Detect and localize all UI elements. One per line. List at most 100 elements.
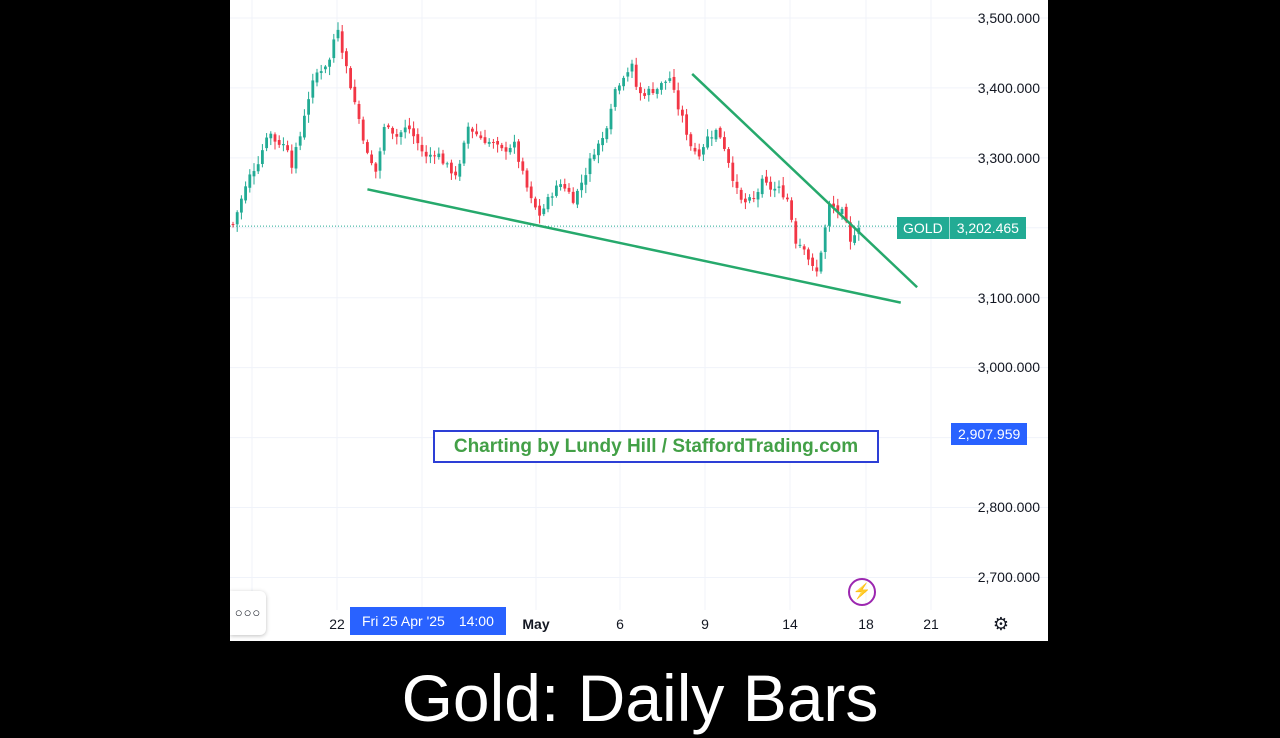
candle-body — [378, 151, 382, 171]
candle-body — [706, 136, 709, 148]
y-tick-3400: 3,400.000 — [977, 80, 1040, 96]
candle-body — [773, 188, 777, 191]
video-caption: Gold: Daily Bars — [401, 661, 879, 735]
candle-body — [571, 191, 575, 203]
chart-panel[interactable]: 3,500.000 3,400.000 3,300.000 3,100.000 … — [230, 0, 1048, 641]
candle-body — [840, 208, 844, 215]
candle-body — [374, 163, 378, 172]
candle-body — [794, 221, 798, 244]
candle-body — [714, 129, 718, 140]
y-tick-2800: 2,800.000 — [977, 499, 1040, 515]
candle-body — [760, 178, 764, 195]
candle-body — [513, 141, 516, 148]
x-tick-22: 22 — [329, 616, 345, 632]
candle-body — [832, 203, 835, 207]
candle-body — [668, 78, 672, 81]
candle-body — [277, 140, 281, 145]
candle-body — [441, 153, 445, 164]
candle-body — [559, 184, 562, 188]
candle-body — [349, 68, 352, 89]
candle-body — [290, 150, 294, 168]
candle-body — [739, 189, 743, 200]
candle-body — [844, 206, 848, 222]
candle-body — [332, 39, 336, 59]
candle-body — [550, 196, 554, 198]
candle-body — [647, 88, 651, 96]
candle-body — [324, 66, 327, 70]
candle-body — [298, 136, 302, 146]
last-price-value: 3,202.465 — [956, 220, 1019, 236]
candle-body — [294, 147, 298, 169]
candle-body — [525, 170, 529, 188]
crosshair-date: Fri 25 Apr '25 — [362, 613, 445, 629]
candle-body — [319, 71, 323, 73]
candle-body — [576, 190, 579, 205]
candle-body — [823, 227, 827, 252]
x-tick-9: 9 — [701, 616, 709, 632]
x-tick-21: 21 — [923, 616, 939, 632]
candle-body — [660, 83, 663, 90]
candle-body — [487, 141, 491, 144]
candle-body — [853, 235, 856, 243]
gear-icon[interactable]: ⚙ — [992, 614, 1010, 634]
candle-body — [727, 149, 730, 163]
candle-body — [849, 222, 852, 242]
candle-body — [681, 109, 684, 116]
candle-body — [466, 126, 470, 144]
x-tick-14: 14 — [782, 616, 798, 632]
candle-body — [504, 147, 508, 152]
x-tick-may: May — [522, 616, 550, 632]
candle-body — [672, 76, 676, 90]
candle-body — [303, 115, 306, 138]
x-tick-6: 6 — [616, 616, 624, 632]
trendline-support — [367, 188, 902, 304]
candle-body — [437, 153, 441, 158]
candle-body — [811, 257, 814, 266]
candle-body — [420, 144, 424, 152]
candle-body — [521, 161, 525, 171]
crosshair-date-tag: Fri 25 Apr '25 14:00 — [350, 607, 506, 635]
candle-body — [769, 181, 772, 190]
candle-body — [580, 182, 583, 191]
candle-body — [567, 187, 571, 192]
candle-body — [235, 212, 239, 225]
candle-body — [273, 134, 277, 142]
candle-body — [735, 181, 739, 188]
crosshair-price-tag: 2,907.959 — [951, 423, 1028, 445]
candle-body — [387, 125, 390, 128]
candle-body — [693, 147, 697, 152]
candle-body — [382, 127, 386, 151]
candle-body — [546, 197, 550, 210]
candle-body — [517, 141, 520, 162]
candle-body — [433, 155, 436, 157]
candle-body — [244, 186, 247, 201]
y-tick-3500: 3,500.000 — [977, 10, 1040, 26]
candle-body — [802, 246, 806, 250]
candle-body — [231, 224, 235, 226]
lightning-icon[interactable]: ⚡ — [848, 578, 876, 606]
candle-body — [357, 104, 361, 120]
candle-body — [395, 134, 399, 137]
candle-body — [777, 186, 781, 188]
candle-body — [798, 244, 802, 246]
candle-body — [718, 127, 722, 138]
candle-body — [340, 31, 344, 53]
more-dots-icon[interactable]: ○○○ — [230, 591, 266, 635]
chart-plot[interactable] — [230, 0, 1048, 641]
candle-body — [529, 186, 533, 199]
candle-body — [269, 133, 273, 139]
candle-body — [483, 137, 487, 143]
candle-body — [328, 59, 331, 67]
candle-body — [307, 99, 310, 115]
crosshair-time: 14:00 — [458, 613, 494, 629]
watermark-label: Charting by Lundy Hill / StaffordTrading… — [433, 430, 879, 463]
candle-body — [315, 72, 319, 83]
candle-body — [240, 198, 243, 213]
candle-body — [265, 137, 268, 149]
candle-body — [689, 134, 693, 147]
candle-body — [752, 198, 756, 200]
candle-body — [416, 134, 420, 144]
candle-body — [790, 200, 793, 220]
candle-body — [651, 88, 655, 94]
candle-body — [592, 154, 596, 160]
